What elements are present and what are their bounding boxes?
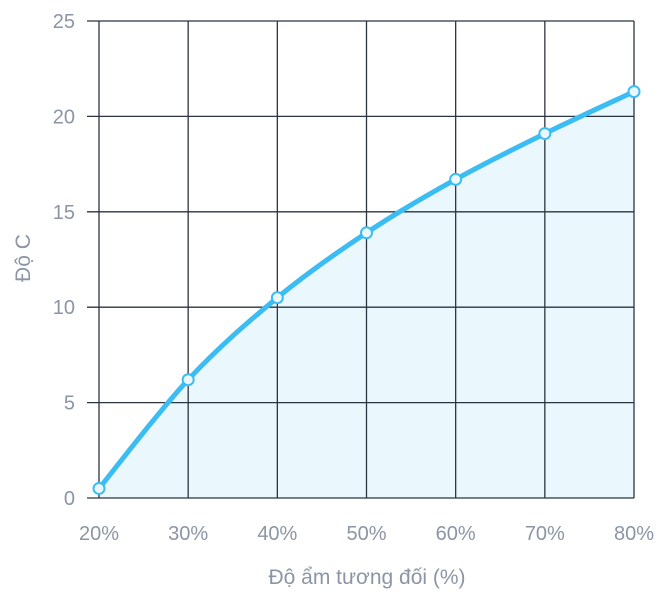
data-point [270,291,284,305]
y-tick-label: 5 [64,393,75,415]
tick-layer: 0 5 10 15 20 25 20% 30% 40% 50% 60% 70% 80% [53,11,654,545]
data-point [538,127,552,141]
data-point [449,172,463,186]
y-axis-label: Độ C [12,234,35,282]
y-tick-label: 15 [53,202,75,224]
y-tick-label: 20 [53,106,75,128]
x-tick-label: 30% [168,523,208,545]
y-tick-label: 25 [53,11,75,33]
y-tick-label: 0 [64,488,75,510]
grid-layer [87,20,635,499]
data-point [92,481,106,495]
data-point [627,85,641,99]
line-layer [92,85,641,495]
data-point [360,226,373,240]
x-tick-label: 80% [614,523,654,545]
x-axis-label: Độ ẩm tương đối (%) [268,566,465,589]
x-tick-label: 20% [79,523,119,545]
data-point [181,373,195,387]
y-tick-label: 10 [53,297,75,319]
x-tick-label: 50% [346,523,386,545]
x-tick-label: 70% [525,523,565,545]
x-tick-label: 40% [257,523,297,545]
x-tick-label: 60% [436,523,476,545]
